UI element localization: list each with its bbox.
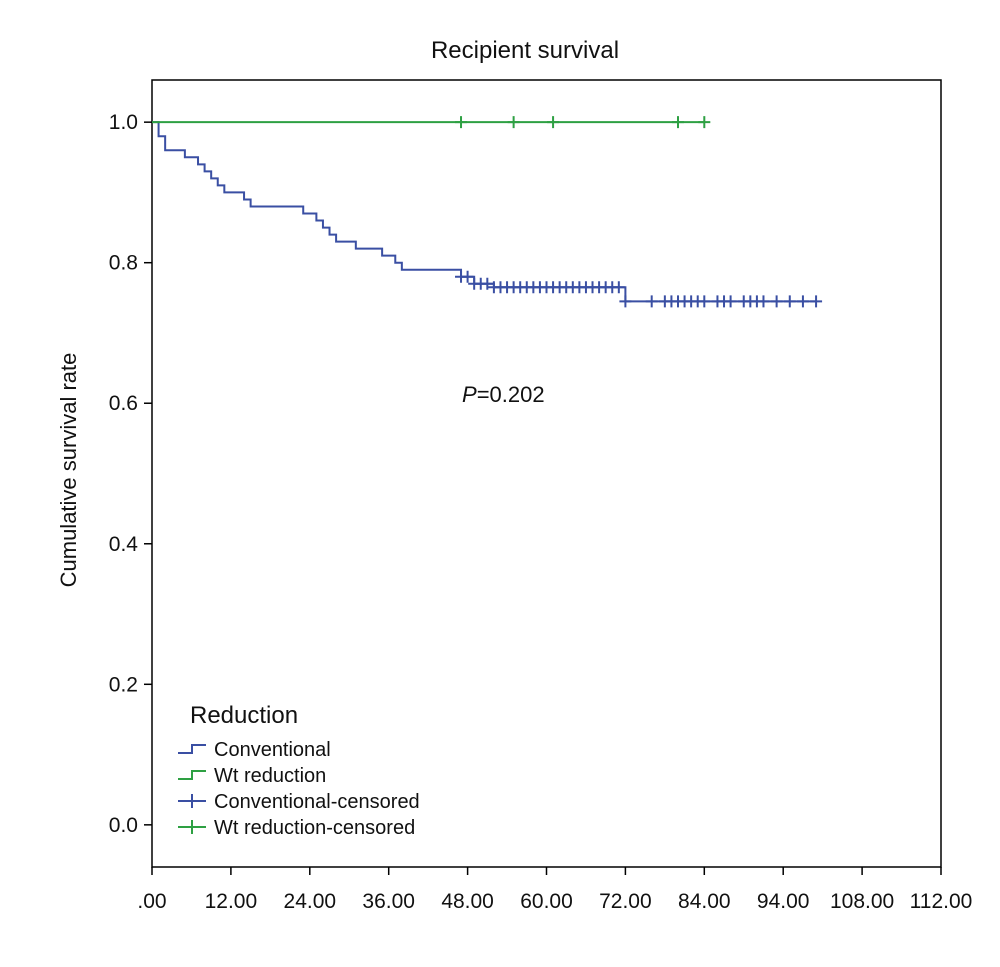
legend-item-label: Wt reduction-censored — [214, 817, 415, 839]
x-tick-label: 36.00 — [362, 890, 415, 913]
x-tick-label: 48.00 — [441, 890, 494, 913]
chart-title: Recipient survival — [431, 37, 619, 64]
x-axis: .00 12.00 24.00 36.00 48.00 60.00 72.00 84.00 94… — [137, 867, 972, 913]
censored-mark — [698, 295, 711, 308]
x-tick-label: 24.00 — [284, 890, 337, 913]
y-tick-label: 0.4 — [109, 533, 139, 556]
censored-mark — [619, 295, 632, 308]
legend-plus-swatch — [178, 794, 206, 808]
y-tick-label: 0.6 — [109, 392, 138, 415]
censored-mark — [783, 295, 796, 308]
censored-mark — [672, 116, 684, 129]
x-tick-label: 112.00 — [910, 890, 973, 913]
p-value-letter: P — [462, 382, 477, 407]
legend-title: Reduction — [190, 702, 298, 729]
y-axis-label: Cumulative survival rate — [56, 353, 81, 588]
legend-line-swatch — [178, 744, 206, 754]
y-tick-label: 0.0 — [109, 814, 138, 837]
x-tick-label: 72.00 — [599, 890, 652, 913]
legend-line-swatch — [178, 770, 206, 780]
x-tick-label: 60.00 — [520, 890, 573, 913]
censored-mark — [481, 277, 494, 290]
legend-item-label: Conventional — [214, 739, 331, 761]
censored-mark — [796, 295, 809, 308]
legend: Reduction Conventional Wt reduction Conven… — [178, 702, 420, 839]
legend-item-label: Conventional-censored — [214, 791, 420, 813]
y-axis: 0.0 0.2 0.4 0.6 0.8 1.0 — [109, 111, 152, 837]
p-value-annotation: P=0.202 — [462, 382, 545, 407]
y-tick-label: 0.2 — [109, 673, 138, 696]
y-tick-label: 0.8 — [109, 252, 138, 275]
censored-mark — [461, 270, 474, 283]
y-tick-label: 1.0 — [109, 111, 138, 134]
censored-mark — [612, 281, 625, 294]
censored-mark — [757, 295, 770, 308]
censored-mark — [547, 116, 560, 129]
series-conventional — [152, 121, 823, 308]
censored-mark — [507, 116, 520, 129]
censored-mark — [810, 295, 823, 308]
x-tick-label: 108.00 — [830, 890, 894, 913]
x-tick-label: 12.00 — [205, 890, 258, 913]
x-tick-label: .00 — [137, 890, 166, 913]
p-value-text: =0.202 — [477, 382, 545, 407]
series-wt-reduction — [152, 116, 711, 129]
censored-mark — [698, 116, 711, 129]
survival-curve — [152, 121, 817, 303]
censored-mark — [455, 116, 468, 129]
censored-mark — [724, 295, 737, 308]
x-tick-label: 94.00 — [757, 890, 810, 913]
x-tick-label: 84.00 — [678, 890, 731, 913]
censored-mark — [645, 295, 658, 308]
legend-item-label: Wt reduction — [214, 765, 326, 787]
censored-mark — [770, 295, 783, 308]
series-group — [152, 116, 823, 308]
legend-plus-swatch — [178, 820, 206, 834]
